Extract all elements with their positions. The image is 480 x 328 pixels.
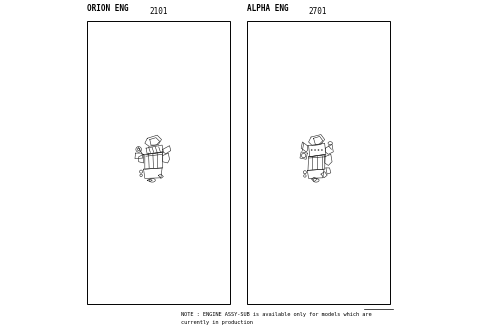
Text: 2101: 2101	[149, 7, 168, 16]
Text: NOTE : ENGINE ASSY-SUB is available only for models which are: NOTE : ENGINE ASSY-SUB is available only…	[181, 312, 372, 317]
Bar	[247, 21, 390, 304]
Text: ALPHA ENG: ALPHA ENG	[247, 4, 288, 13]
Text: 2701: 2701	[309, 7, 327, 16]
Text: ORION ENG: ORION ENG	[87, 4, 129, 13]
Bar	[87, 21, 230, 304]
Text: currently in production: currently in production	[181, 320, 253, 325]
